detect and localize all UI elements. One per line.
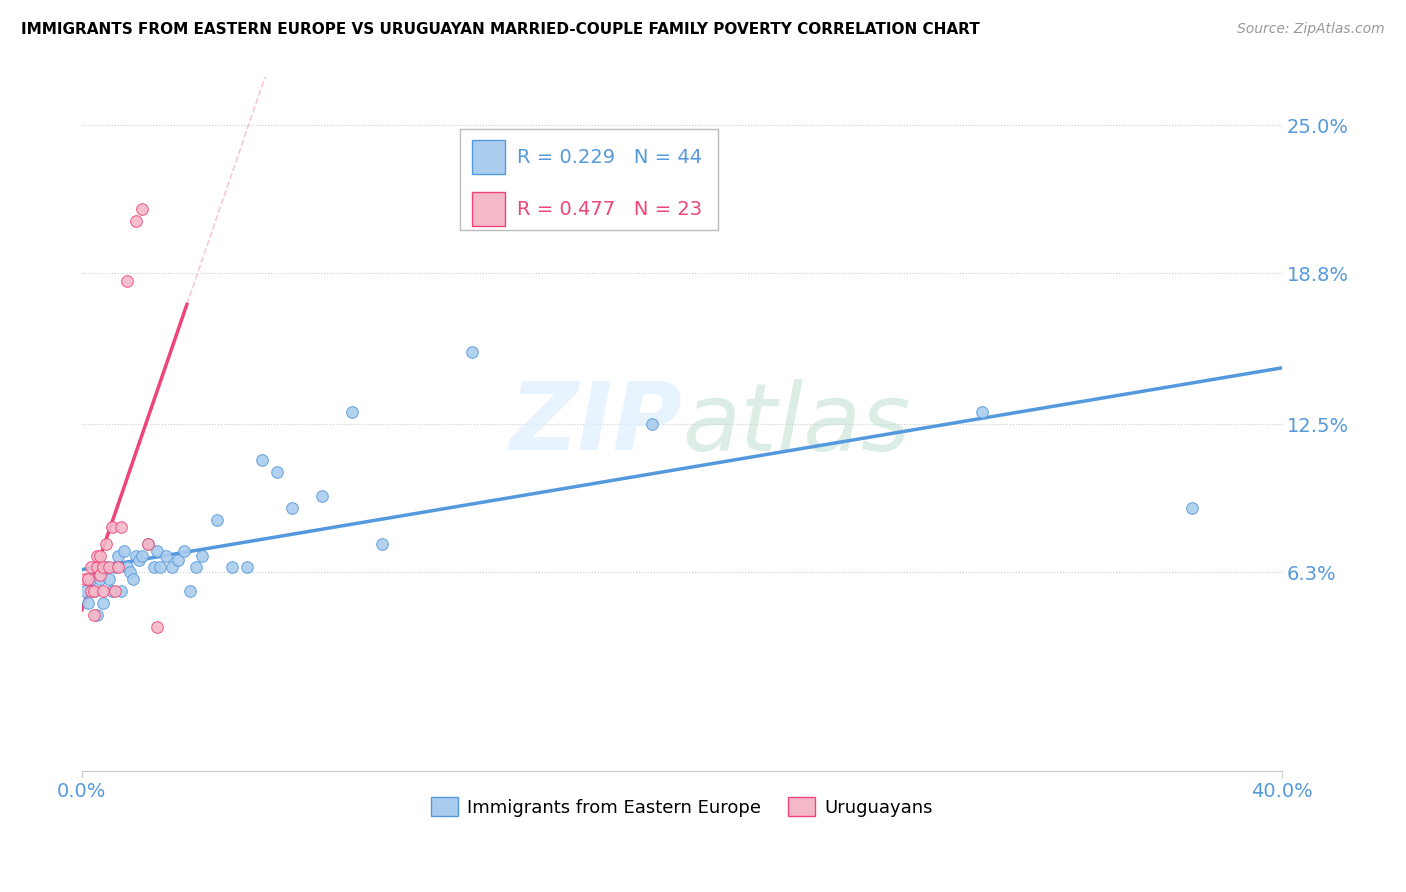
Point (83, 608, 105, 623)
Point (76, 573, 98, 587)
Point (191, 549, 214, 563)
Text: ZIP: ZIP (509, 378, 682, 470)
Point (110, 520, 132, 534)
Point (97, 560, 120, 574)
Point (236, 560, 259, 574)
Point (125, 549, 148, 563)
Point (94, 560, 117, 574)
Point (128, 553, 150, 567)
Point (89, 573, 111, 587)
Point (115, 560, 138, 574)
Point (146, 620, 169, 634)
Point (80, 560, 103, 574)
Point (142, 560, 165, 574)
Text: Source: ZipAtlas.com: Source: ZipAtlas.com (1237, 22, 1385, 37)
Point (94, 536, 117, 550)
Text: R = 0.229   N = 44: R = 0.229 N = 44 (517, 148, 703, 167)
Point (107, 560, 129, 574)
Point (1181, 500, 1204, 515)
Text: atlas: atlas (682, 378, 910, 469)
Point (221, 560, 243, 574)
Point (107, 549, 129, 563)
Point (104, 584, 127, 599)
Point (83, 584, 105, 599)
Bar (472, 192, 505, 227)
Point (136, 536, 159, 550)
Point (155, 549, 177, 563)
Point (131, 549, 153, 563)
Text: R = 0.477   N = 23: R = 0.477 N = 23 (517, 200, 703, 219)
Point (86, 549, 108, 563)
Point (149, 560, 172, 574)
Point (179, 584, 201, 599)
Point (250, 453, 273, 467)
Point (118, 566, 141, 580)
Point (125, 214, 148, 228)
Point (281, 500, 304, 515)
Point (371, 536, 394, 550)
Point (461, 345, 484, 359)
Point (86, 608, 108, 623)
Point (91, 596, 114, 610)
Point (160, 560, 183, 574)
Point (340, 405, 363, 419)
Point (91, 584, 114, 599)
Point (970, 405, 993, 419)
Point (146, 543, 169, 558)
Point (115, 274, 138, 288)
Point (73, 573, 96, 587)
Point (641, 417, 664, 431)
Point (91, 560, 114, 574)
Point (173, 543, 195, 558)
Point (167, 553, 190, 567)
Bar (472, 140, 505, 175)
Point (73, 584, 96, 599)
Point (184, 560, 207, 574)
Point (89, 549, 111, 563)
Point (80, 584, 103, 599)
Point (266, 465, 288, 479)
Point (86, 560, 108, 574)
Point (205, 513, 228, 527)
Legend: Immigrants from Eastern Europe, Uruguayans: Immigrants from Eastern Europe, Uruguaya… (423, 790, 941, 824)
Point (311, 489, 333, 503)
Text: IMMIGRANTS FROM EASTERN EUROPE VS URUGUAYAN MARRIED-COUPLE FAMILY POVERTY CORREL: IMMIGRANTS FROM EASTERN EUROPE VS URUGUA… (21, 22, 980, 37)
Point (101, 584, 124, 599)
Point (80, 573, 103, 587)
Point (110, 584, 132, 599)
Point (101, 520, 124, 534)
Point (97, 573, 120, 587)
Point (89, 567, 111, 582)
Point (83, 584, 105, 599)
Point (104, 560, 127, 574)
Point (136, 536, 159, 550)
Point (131, 202, 153, 216)
Point (112, 543, 135, 558)
Point (76, 596, 98, 610)
FancyBboxPatch shape (460, 129, 718, 230)
Point (121, 573, 143, 587)
